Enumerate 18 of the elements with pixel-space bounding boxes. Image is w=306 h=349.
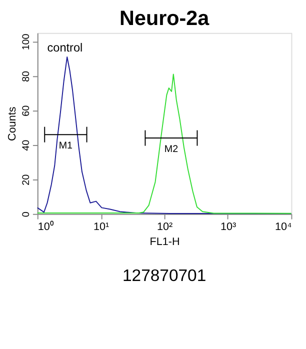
x-tick-label: 10¹ <box>94 221 110 234</box>
y-tick-label: 60 <box>21 104 32 116</box>
text: 127870701 <box>122 266 206 285</box>
y-axis-title: Counts <box>6 106 18 141</box>
x-tick-label: 10⁰ <box>38 220 54 234</box>
y-tick-label: 80 <box>21 70 32 82</box>
series-label: M1 <box>58 140 73 152</box>
x-tick-label: 10² <box>156 221 174 234</box>
x-tick-label: 10³ <box>220 221 236 234</box>
chart-title: Neuro-2a <box>120 6 210 30</box>
y-tick-label: 0 <box>21 211 32 218</box>
annotation: control <box>47 40 83 55</box>
x-tick-label: 10⁴ <box>275 221 292 234</box>
x-axis-title: FL1-H <box>150 236 180 248</box>
y-tick-label: 20 <box>21 174 32 186</box>
series-label: M2 <box>164 144 178 155</box>
y-tick-label: 40 <box>21 139 32 151</box>
y-tick-label: 100 <box>21 33 32 50</box>
